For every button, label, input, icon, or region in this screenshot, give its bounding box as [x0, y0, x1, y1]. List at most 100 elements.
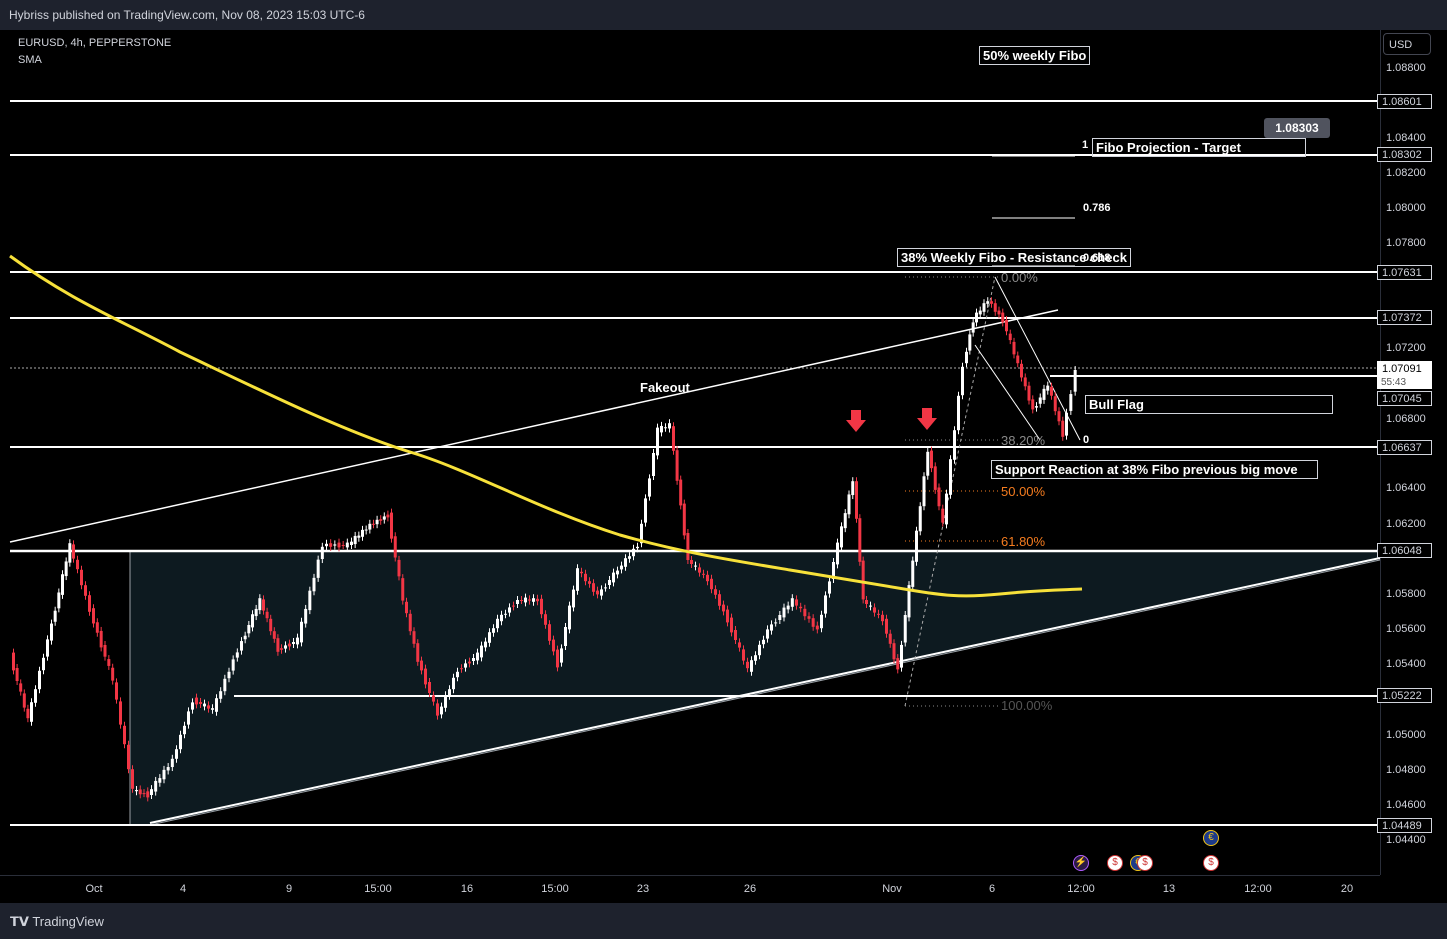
candle-body — [903, 615, 907, 643]
price-tick: 1.07800 — [1386, 237, 1426, 249]
bull-flag-label[interactable]: Bull Flag — [1085, 395, 1333, 414]
chart-pane[interactable]: EURUSD, 4h, PEPPERSTONE SMA — [0, 30, 1380, 875]
candle-body — [150, 789, 153, 795]
candle-body — [795, 599, 798, 606]
candle-body — [64, 561, 68, 577]
candle-body — [648, 478, 651, 497]
candle-body — [869, 605, 872, 607]
candle-body — [262, 599, 265, 611]
time-axis[interactable] — [0, 875, 1380, 904]
candle-body — [393, 536, 397, 558]
candle-body — [892, 643, 896, 660]
price-label-108601: 1.08601 — [1377, 94, 1432, 109]
candle-body — [436, 703, 439, 716]
candle-body — [142, 793, 146, 795]
us-flag-icon[interactable]: $ — [1203, 855, 1219, 871]
candle-body — [88, 595, 91, 612]
candle-body — [235, 652, 239, 658]
candle-body — [1016, 355, 1020, 364]
down-arrow-icon — [917, 408, 937, 430]
candle-body — [53, 610, 57, 622]
candle-body — [333, 544, 337, 546]
candle-body — [686, 533, 690, 560]
support-reaction-label[interactable]: Support Reaction at 38% Fibo previous bi… — [991, 460, 1318, 479]
candle-body — [292, 642, 295, 644]
candle-body — [836, 542, 839, 565]
candle-body — [698, 567, 701, 573]
eu-flag-icon[interactable]: € — [1203, 830, 1219, 846]
candle-body — [304, 608, 308, 624]
tradingview-logo[interactable]: 𝗧𝗩 TradingView — [10, 914, 104, 930]
candle-body — [993, 303, 997, 312]
candle-body — [971, 322, 975, 333]
time-tick: Nov — [882, 883, 902, 895]
candle-body — [968, 334, 972, 351]
candle-body — [937, 487, 941, 507]
fibo-projection-label[interactable]: Fibo Projection - Target — [1092, 138, 1306, 157]
symbol-info[interactable]: EURUSD, 4h, PEPPERSTONE — [18, 37, 172, 49]
candle-body — [80, 569, 83, 586]
candle-body — [730, 617, 733, 633]
candle-body — [888, 633, 892, 644]
candle-body — [536, 598, 539, 602]
range-box — [129, 550, 1380, 826]
candle-body — [320, 546, 324, 560]
candle-body — [694, 565, 697, 567]
candle-body — [592, 583, 595, 592]
candle-body — [961, 366, 964, 396]
price-callout[interactable]: 1.08303 — [1264, 118, 1330, 138]
candle-body — [452, 677, 455, 690]
currency-button[interactable]: USD — [1383, 33, 1431, 55]
candle-body — [353, 535, 357, 545]
candle-body — [828, 581, 831, 594]
candle-body — [664, 427, 667, 429]
candle-body — [758, 644, 761, 656]
flag-line-bottom — [974, 344, 1041, 441]
candle-body — [572, 589, 575, 608]
candle-body — [379, 519, 383, 521]
chart-legend: EURUSD, 4h, PEPPERSTONE SMA — [18, 35, 171, 69]
us-flag-icon[interactable]: $ — [1137, 855, 1153, 871]
candle-body — [552, 639, 555, 652]
candle-body — [408, 613, 412, 632]
fib-diagonal — [904, 276, 996, 707]
upper-trendline — [9, 309, 1059, 543]
candle-body — [258, 598, 262, 611]
price-tick: 1.06400 — [1386, 482, 1426, 494]
candle-body — [412, 631, 416, 644]
candle-body — [162, 769, 166, 780]
down-arrow-icon — [846, 410, 866, 432]
fakeout-label[interactable]: Fakeout — [640, 380, 690, 395]
candle-body — [706, 574, 709, 582]
us-flag-icon[interactable]: $ — [1107, 855, 1123, 871]
brand-name: TradingView — [32, 914, 104, 929]
candle-body — [401, 578, 405, 601]
candle-body — [1050, 386, 1053, 396]
candle-body — [824, 595, 827, 614]
candle-body — [734, 630, 737, 640]
candle-body — [428, 682, 431, 693]
candle-body — [820, 614, 823, 629]
candle-body — [95, 622, 99, 633]
indicator-sma[interactable]: SMA — [18, 54, 42, 66]
candle-body — [1057, 411, 1061, 422]
candle-body — [444, 695, 447, 708]
lightning-icon[interactable]: ⚡ — [1073, 855, 1089, 871]
candle-body — [811, 618, 815, 627]
price-tick: 1.04400 — [1386, 834, 1426, 846]
price-label-105222: 1.05222 — [1377, 688, 1432, 703]
candle-body — [786, 605, 790, 610]
candle-body — [803, 608, 807, 617]
candle-body — [345, 542, 349, 548]
candle-body — [722, 604, 725, 612]
weekly-50-fibo-label[interactable]: 50% weekly Fibo — [979, 46, 1091, 65]
candle-body — [865, 600, 868, 604]
candle-body — [668, 423, 671, 429]
candle-body — [456, 671, 459, 678]
chart-canvas[interactable] — [0, 30, 1380, 875]
time-tick: 12:00 — [1067, 883, 1095, 895]
time-tick: 6 — [988, 883, 996, 895]
weekly-38-fibo-label[interactable]: 38% Weekly Fibo - Resistance check — [897, 248, 1131, 267]
candle-body — [15, 668, 19, 681]
candle-body — [68, 543, 72, 563]
